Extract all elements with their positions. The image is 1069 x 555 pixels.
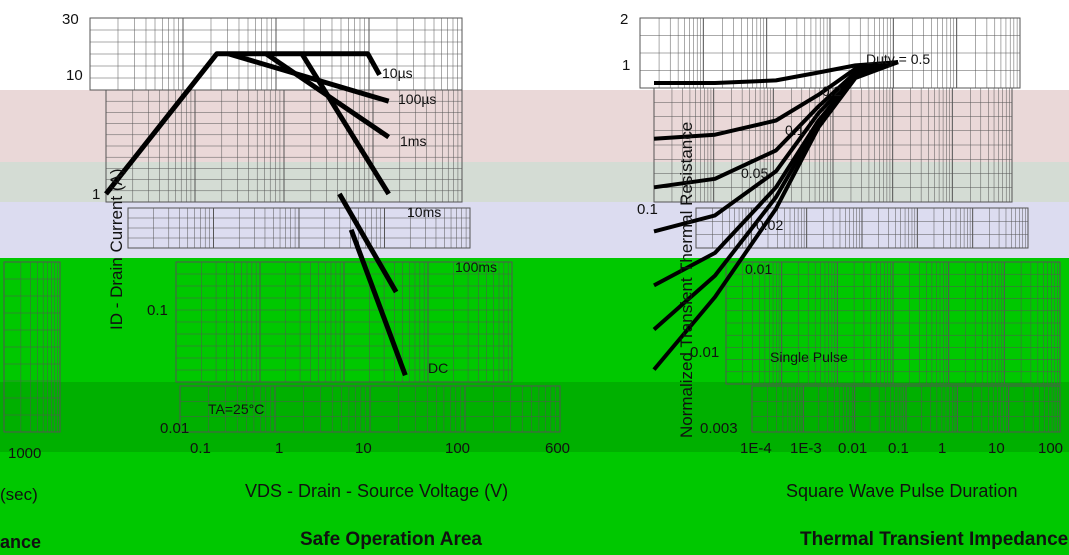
thermal-ytick-0-003: 0.003: [700, 420, 738, 437]
band-green-dark: [0, 382, 1069, 452]
soa-xtick-0-1: 0.1: [190, 440, 211, 457]
background-bands: [0, 90, 1069, 555]
soa-xtick-10: 10: [355, 440, 372, 457]
thermal-grid: [639, 17, 1061, 433]
thermal-xtick-100: 100: [1038, 440, 1063, 457]
soa-curve-5: [348, 228, 408, 377]
thermal-xlabel: Square Wave Pulse Duration: [786, 481, 1017, 501]
soa-xtick-1: 1: [275, 440, 283, 457]
soa-curve-0: [104, 51, 382, 196]
soa-xlabel: VDS - Drain - Source Voltage (V): [245, 481, 508, 501]
thermal-xtick-0-1: 0.1: [888, 440, 909, 457]
thermal-label-0-2: 0.2: [822, 83, 842, 99]
thermal-ytick-0-01: 0.01: [690, 344, 719, 361]
band-grey: [0, 162, 1069, 202]
thermal-ylabel: Normalized Transient Thermal Resistance: [677, 122, 696, 438]
thermal-ytick-0-1: 0.1: [637, 201, 658, 218]
thermal-ytick-2: 2: [620, 11, 628, 28]
soa-ytick-10: 10: [66, 67, 83, 84]
left-fragments: 1000 (sec) ance: [0, 445, 41, 552]
soa-ytick-0-01: 0.01: [160, 420, 189, 437]
soa-axis-text: 30 10 1 0.1 0.01 0.1 1 10 100 600 10µs 1…: [62, 11, 570, 550]
thermal-title: Thermal Transient Impedance: [800, 529, 1068, 550]
soa-curves: [104, 51, 408, 377]
thermal-label-0-1: 0.1: [785, 122, 805, 138]
soa-label-dc: DC: [428, 360, 448, 376]
thermal-duty-label: Duty = 0.5: [866, 51, 930, 67]
soa-xtick-600: 600: [545, 440, 570, 457]
thermal-curve-1: [653, 60, 899, 141]
band-lavender: [0, 202, 1069, 258]
soa-xtick-100: 100: [445, 440, 470, 457]
soa-curve-4: [337, 192, 399, 294]
thermal-xtick-1: 1: [938, 440, 946, 457]
soa-label-100ms: 100ms: [455, 259, 497, 275]
soa-grid: [3, 17, 561, 433]
fragment-tick-1000: 1000: [8, 445, 41, 462]
thermal-label-single-pulse: Single Pulse: [770, 349, 848, 365]
thermal-curves: [652, 60, 899, 371]
thermal-xtick-1e-3: 1E-3: [790, 440, 822, 457]
fragment-label-ance: ance: [0, 532, 41, 552]
thermal-xtick-0-01: 0.01: [838, 440, 867, 457]
soa-label-100us: 100µs: [398, 91, 436, 107]
fragment-label-sec: (sec): [0, 485, 38, 504]
thermal-label-0-02: 0.02: [756, 217, 783, 233]
thermal-ytick-1: 1: [622, 57, 630, 74]
thermal-label-0-01: 0.01: [745, 261, 772, 277]
soa-label-10ms: 10ms: [407, 204, 441, 220]
thermal-xtick-1e-4: 1E-4: [740, 440, 772, 457]
soa-ytick-30: 30: [62, 11, 79, 28]
thermal-curve-6: [652, 60, 899, 371]
thermal-label-0-05: 0.05: [741, 165, 768, 181]
soa-ytick-1: 1: [92, 186, 100, 203]
thermal-xtick-10: 10: [988, 440, 1005, 457]
thermal-axis-text: 2 1 0.1 0.01 0.003 1E-4 1E-3 0.01 0.1 1 …: [620, 11, 1068, 550]
soa-ylabel: ID - Drain Current (A): [107, 168, 126, 330]
soa-label-1ms: 1ms: [400, 133, 426, 149]
soa-title: Safe Operation Area: [300, 529, 482, 550]
soa-curve-1: [227, 51, 390, 104]
soa-curve-3: [299, 52, 391, 196]
thermal-curve-0: [654, 60, 899, 85]
soa-ytick-0-1: 0.1: [147, 302, 168, 319]
soa-ta-annotation: TA=25°C: [208, 401, 264, 417]
soa-label-10us: 10µs: [382, 65, 413, 81]
